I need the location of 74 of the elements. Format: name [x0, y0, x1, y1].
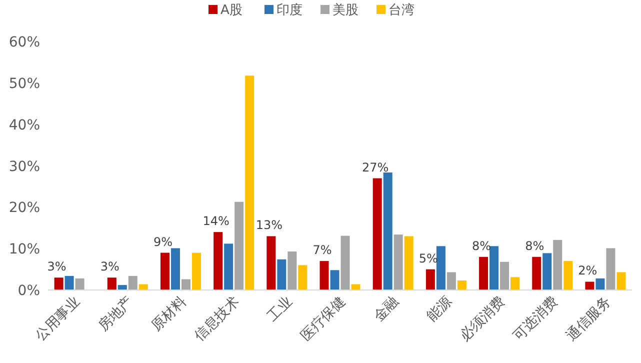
bar [490, 246, 499, 290]
text: 3% [100, 260, 120, 274]
bar [138, 284, 148, 290]
text: 13% [256, 218, 282, 232]
x-tick-label: 能源 [424, 294, 456, 325]
bar [479, 256, 488, 290]
bar [532, 256, 542, 290]
text: 7% [312, 243, 332, 258]
bar [245, 76, 254, 290]
bar [118, 285, 127, 290]
bar [616, 272, 626, 290]
text: 3% [47, 260, 66, 274]
bar [64, 276, 74, 290]
x-tick-label: 医疗保健 [298, 294, 349, 344]
bar [500, 262, 510, 290]
bar [596, 278, 605, 290]
bar [372, 178, 382, 290]
bar [457, 280, 466, 290]
bar [234, 202, 244, 290]
legend-label: 印度 [276, 2, 302, 18]
bar [224, 244, 234, 290]
bar [181, 279, 190, 290]
legend-label: 美股 [332, 2, 358, 18]
bar [510, 277, 520, 290]
y-tick-label: 40% [8, 117, 40, 134]
bar [107, 278, 116, 290]
bar [404, 236, 414, 290]
text: 27% [362, 160, 389, 174]
x-tick-label: 原材料 [148, 294, 190, 335]
y-tick-label: 0% [18, 283, 40, 299]
bar [128, 276, 138, 290]
bar [426, 269, 435, 290]
bar [446, 272, 456, 290]
x-tick-label: 金融 [370, 294, 402, 325]
text: 8% [472, 238, 492, 253]
bar [75, 278, 84, 290]
text: 14% [202, 214, 230, 228]
legend-label: 台湾 [388, 2, 414, 18]
y-tick-label: 60% [8, 34, 40, 51]
y-tick-label: 20% [8, 200, 40, 216]
text: 8% [525, 238, 544, 253]
x-tick-label: 信息技术 [192, 294, 243, 344]
bar [330, 270, 340, 290]
bar [542, 253, 552, 290]
x-tick-label: 工业 [264, 294, 296, 325]
bar [160, 252, 170, 290]
x-tick-label: 可选消费 [510, 294, 562, 344]
x-tick-label: 房地产 [95, 294, 136, 335]
bar [585, 282, 594, 290]
bar [340, 236, 350, 290]
bar [553, 240, 562, 290]
bar [277, 259, 286, 290]
bar [606, 248, 616, 290]
y-tick-label: 10% [8, 242, 40, 258]
bar [436, 246, 446, 290]
y-tick-label: 50% [8, 76, 40, 92]
x-tick-label: 通信服务 [563, 294, 614, 344]
bar [383, 172, 392, 290]
text: 9% [153, 234, 172, 249]
bar [564, 261, 573, 290]
x-tick-label: 必须消费 [457, 294, 508, 344]
y-tick-label: 30% [8, 158, 40, 175]
bar [266, 236, 276, 290]
text: 2% [578, 264, 598, 278]
bar [54, 278, 64, 290]
legend-label: A股 [220, 3, 242, 18]
bar [394, 234, 403, 290]
bar [214, 232, 223, 290]
bar [351, 284, 360, 290]
bar [298, 265, 308, 290]
bar [170, 248, 180, 290]
bar [320, 261, 329, 290]
bar [288, 252, 297, 290]
bar [192, 252, 201, 290]
